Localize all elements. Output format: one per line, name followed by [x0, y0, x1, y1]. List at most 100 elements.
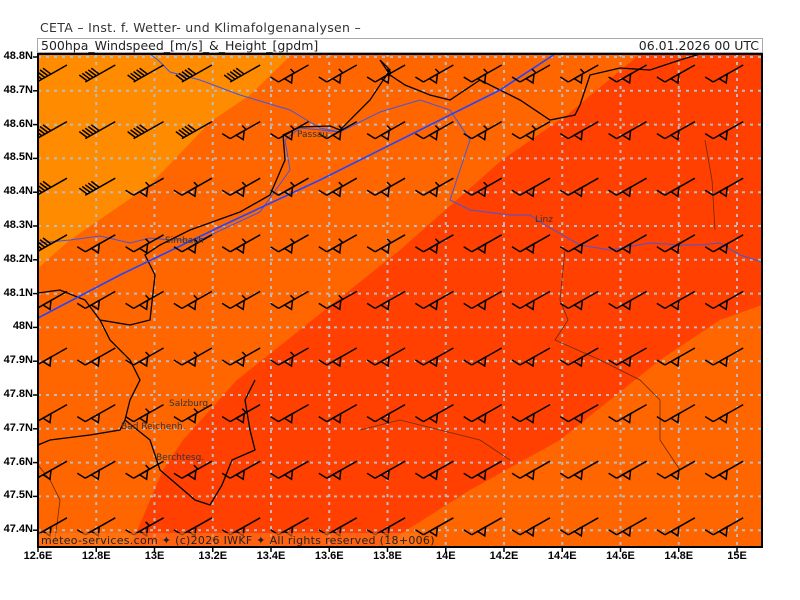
wind-barb-icon — [608, 517, 647, 538]
lon-label: 13.4E — [256, 550, 286, 562]
city-label-simbach: Simbach — [165, 236, 204, 246]
lat-label: 48.3N — [3, 219, 33, 231]
wind-barb-icon — [175, 64, 213, 83]
wind-barb-icon — [656, 403, 696, 424]
wind-barb-icon — [415, 120, 454, 141]
wind-barb-icon — [270, 290, 309, 311]
state-border — [38, 139, 716, 541]
wind-barb-icon — [38, 403, 68, 424]
wind-barbs — [38, 64, 744, 538]
wind-barb-icon — [415, 234, 454, 255]
wind-barb-icon — [366, 460, 406, 481]
wind-barb-icon — [559, 64, 599, 85]
wind-barb-icon — [173, 347, 213, 368]
map-title-bar: 500hpa_Windspeed_[m/s]_&_Height_[gpdm] 0… — [37, 38, 763, 53]
wind-barb-icon — [270, 460, 309, 481]
wind-barb-icon — [76, 460, 116, 481]
wind-barb-icon — [76, 347, 116, 368]
wind-barb-icon — [704, 177, 744, 198]
wind-barb-icon — [270, 234, 309, 255]
wind-barb-icon — [608, 403, 647, 424]
wind-barb-icon — [463, 403, 503, 424]
wind-barb-icon — [125, 403, 164, 424]
lat-label: 47.4N — [3, 523, 33, 536]
wind-barb-icon — [318, 460, 358, 481]
wind-barb-icon — [704, 120, 744, 141]
wind-barb-icon — [608, 460, 647, 481]
wind-barb-icon — [463, 120, 503, 141]
lat-label: 48N — [12, 320, 33, 333]
wind-barb-icon — [511, 177, 551, 198]
wind-barb-icon — [559, 120, 599, 141]
lat-label: 48.7N — [3, 83, 33, 96]
lat-label: 47.8N — [3, 388, 33, 400]
city-label-berchtesgaden: Berchtesg. — [156, 453, 204, 463]
wind-barb-icon — [511, 347, 551, 368]
city-labels: Passau Simbach Linz Salzburg Bad Reichen… — [121, 130, 553, 463]
wind-barb-icon — [704, 403, 744, 424]
wind-barb-icon — [270, 403, 309, 424]
wind-barb-icon — [511, 460, 551, 481]
windspeed-low-area — [38, 54, 292, 268]
lon-label: 14.2E — [489, 550, 519, 562]
wind-barb-icon — [608, 177, 647, 198]
wind-barb-icon — [318, 64, 358, 85]
wind-barb-icon — [221, 347, 261, 368]
lat-label: 48.6N — [3, 117, 33, 130]
wind-barb-icon — [559, 177, 599, 198]
wind-barb-icon — [221, 290, 261, 311]
wind-barb-icon — [173, 290, 213, 311]
wind-barb-icon — [366, 347, 406, 368]
wind-barb-icon — [656, 517, 696, 538]
wind-barb-icon — [656, 177, 696, 198]
windspeed-mid-area — [38, 54, 640, 547]
wind-barb-icon — [656, 120, 696, 141]
wind-barb-icon — [415, 290, 454, 311]
wind-barb-icon — [366, 290, 406, 311]
city-label-linz: Linz — [535, 215, 553, 225]
wind-barb-icon — [415, 403, 454, 424]
lat-label: 48.8N — [3, 50, 33, 62]
wind-barb-icon — [704, 290, 744, 311]
wind-barb-icon — [125, 460, 164, 481]
windspeed-mid-area-se — [380, 305, 762, 547]
lon-label: 13.6E — [314, 550, 344, 562]
wind-barb-icon — [38, 460, 68, 481]
wind-barb-icon — [173, 234, 213, 255]
wind-barb-icon — [270, 64, 309, 85]
river-danube — [339, 99, 762, 263]
wind-barb-icon — [173, 177, 213, 198]
wind-barb-icon — [704, 517, 744, 538]
wind-barb-icon — [318, 234, 358, 255]
lon-label: 12.6E — [23, 550, 53, 562]
wind-barb-icon — [511, 517, 551, 538]
wind-barb-icon — [463, 517, 503, 538]
wind-barb-icon — [559, 517, 599, 538]
wind-barb-icon — [415, 460, 454, 481]
wind-barb-icon — [125, 177, 164, 198]
valid-time: 06.01.2026 00 UTC — [638, 38, 759, 53]
wind-barb-icon — [511, 290, 551, 311]
wind-barb-icon — [656, 347, 696, 368]
wind-barb-icon — [125, 347, 164, 368]
wind-barb-icon — [511, 234, 551, 255]
city-label-passau: Passau — [297, 130, 328, 140]
wind-barb-icon — [366, 177, 406, 198]
axis-ticks — [33, 56, 738, 552]
wind-barb-icon — [366, 120, 406, 141]
lat-label: 47.5N — [3, 489, 33, 502]
wind-barb-icon — [366, 234, 406, 255]
lon-label: 13.2E — [198, 550, 228, 562]
river-inn — [38, 54, 341, 244]
lon-label: 13E — [144, 550, 165, 562]
wind-barb-icon — [704, 234, 744, 255]
wind-barb-icon — [78, 64, 116, 83]
wind-barb-icon — [318, 347, 358, 368]
lon-label: 14.6E — [606, 550, 635, 562]
wind-barb-icon — [559, 234, 599, 255]
wind-barb-icon — [76, 290, 116, 311]
wind-barb-icon — [463, 290, 503, 311]
lat-label: 47.7N — [3, 421, 33, 434]
wind-barb-icon — [173, 403, 213, 424]
